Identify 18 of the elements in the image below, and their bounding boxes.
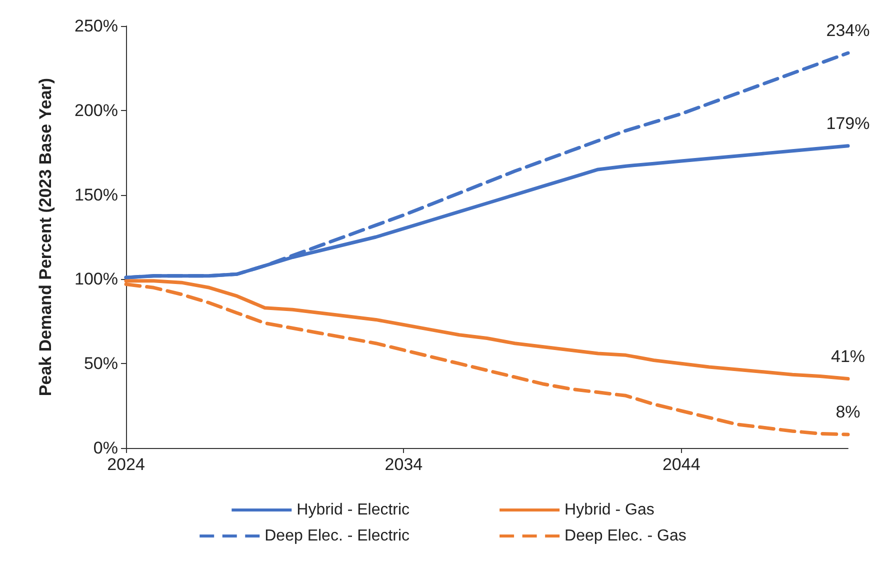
legend-label: Hybrid - Gas	[564, 502, 654, 518]
legend-label: Deep Elec. - Gas	[564, 528, 686, 544]
legend-label: Hybrid - Electric	[296, 502, 410, 518]
data-label: 179%	[826, 114, 870, 133]
x-tick-label: 2044	[662, 455, 700, 474]
data-label: 234%	[826, 21, 870, 40]
data-label: 41%	[830, 346, 866, 366]
y-tick-label: 200%	[74, 100, 118, 120]
y-tick-label: 250%	[74, 16, 118, 36]
x-tick-label: 2024	[107, 455, 145, 474]
y-tick-label: 150%	[74, 185, 118, 204]
y-tick-label: 0%	[93, 438, 118, 458]
data-label: 8%	[836, 402, 860, 422]
legend-label: Deep Elec. - Electric	[264, 528, 410, 544]
y-tick-label: 50%	[84, 354, 118, 374]
y-axis-title: Peak Demand Percent (2023 Base Year)	[36, 78, 55, 396]
y-tick-label: 100%	[74, 270, 118, 289]
x-tick-label: 2034	[384, 455, 423, 474]
